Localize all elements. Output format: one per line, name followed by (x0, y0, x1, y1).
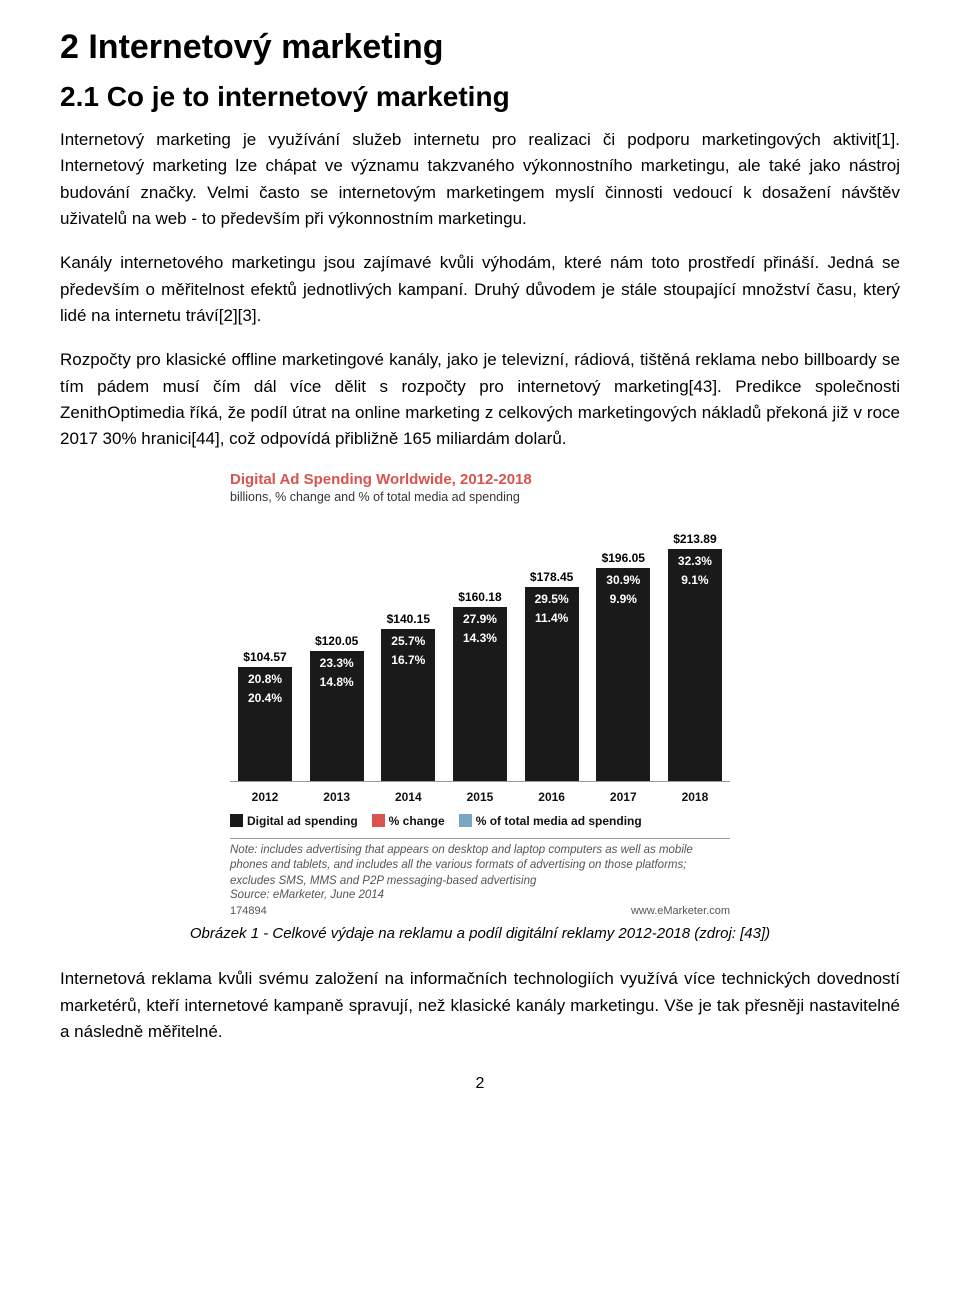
bar-pct-change: 32.3% (668, 549, 722, 568)
page-number: 2 (60, 1075, 900, 1093)
bar-value-label: $213.89 (673, 532, 716, 546)
figure-source: Source: eMarketer, June 2014 (230, 889, 730, 901)
bar-pct-share: 14.8% (310, 670, 364, 689)
legend-item-change: % change (372, 814, 445, 828)
bar-value-label: $160.18 (458, 590, 501, 604)
bar: 20.8%20.4% (238, 667, 292, 781)
chapter-heading: 2 Internetový marketing (60, 28, 900, 67)
document-page: 2 Internetový marketing 2.1 Co je to int… (0, 0, 960, 1123)
bar-pct-share: 11.4% (525, 606, 579, 625)
x-axis-label: 2016 (523, 790, 581, 804)
bar-pct-change: 20.8% (238, 667, 292, 686)
bar-pct-change: 27.9% (453, 607, 507, 626)
legend-swatch-change (372, 814, 385, 827)
bar-column: $104.57 20.8%20.4% (236, 650, 294, 781)
legend-swatch-share (459, 814, 472, 827)
legend-item-share: % of total media ad spending (459, 814, 642, 828)
figure-title: Digital Ad Spending Worldwide, 2012-2018 (230, 471, 730, 488)
figure-footer-id: 174894 (230, 905, 267, 917)
bar-column: $160.18 27.9%14.3% (451, 590, 509, 781)
paragraph-3: Rozpočty pro klasické offline marketingo… (60, 347, 900, 452)
paragraph-2: Kanály internetového marketingu jsou zaj… (60, 250, 900, 329)
bar-value-label: $178.45 (530, 570, 573, 584)
bar: 27.9%14.3% (453, 607, 507, 781)
figure-footer: 174894 www.eMarketer.com (230, 905, 730, 917)
bar-pct-share: 9.9% (596, 587, 650, 606)
section-heading: 2.1 Co je to internetový marketing (60, 81, 900, 113)
bar-value-label: $120.05 (315, 634, 358, 648)
x-axis-label: 2015 (451, 790, 509, 804)
chart-legend: Digital ad spending % change % of total … (230, 814, 730, 834)
bar-value-label: $104.57 (243, 650, 286, 664)
x-axis-label: 2012 (236, 790, 294, 804)
bar-chart: $104.57 20.8%20.4% $120.05 23.3%14.8% $140.1… (230, 512, 730, 782)
figure-footer-site: www.eMarketer.com (631, 905, 730, 917)
bar: 29.5%11.4% (525, 587, 579, 781)
bar: 25.7%16.7% (381, 629, 435, 781)
figure-note: Note: includes advertising that appears … (230, 843, 730, 890)
x-axis-label: 2017 (594, 790, 652, 804)
bar-column: $178.45 29.5%11.4% (523, 570, 581, 781)
bar-pct-change: 30.9% (596, 568, 650, 587)
bar-column: $213.89 32.3%9.1% (666, 532, 724, 781)
x-axis-label: 2014 (379, 790, 437, 804)
bar-pct-change: 25.7% (381, 629, 435, 648)
bar-column: $140.15 25.7%16.7% (379, 612, 437, 781)
bar-value-label: $196.05 (602, 551, 645, 565)
bar-pct-change: 23.3% (310, 651, 364, 670)
bar: 30.9%9.9% (596, 568, 650, 781)
bar-pct-share: 9.1% (668, 568, 722, 587)
legend-label-share: % of total media ad spending (476, 814, 642, 828)
figure-subtitle: billions, % change and % of total media … (230, 490, 730, 504)
bar-pct-share: 20.4% (238, 686, 292, 705)
bar-pct-share: 14.3% (453, 626, 507, 645)
figure: Digital Ad Spending Worldwide, 2012-2018… (230, 471, 730, 918)
legend-label-spending: Digital ad spending (247, 814, 358, 828)
bar-value-label: $140.15 (387, 612, 430, 626)
bar-column: $196.05 30.9%9.9% (594, 551, 652, 781)
x-axis: 2012 2013 2014 2015 2016 2017 2018 (230, 786, 730, 814)
paragraph-1: Internetový marketing je využívání služe… (60, 127, 900, 232)
bar-pct-share: 16.7% (381, 648, 435, 667)
legend-label-change: % change (389, 814, 445, 828)
paragraph-4: Internetová reklama kvůli svému založení… (60, 966, 900, 1045)
bar: 23.3%14.8% (310, 651, 364, 781)
figure-caption: Obrázek 1 - Celkové výdaje na reklamu a … (190, 925, 770, 942)
x-axis-label: 2013 (308, 790, 366, 804)
bars-row: $104.57 20.8%20.4% $120.05 23.3%14.8% $140.1… (230, 512, 730, 781)
bar: 32.3%9.1% (668, 549, 722, 781)
figure-container: Digital Ad Spending Worldwide, 2012-2018… (60, 471, 900, 961)
legend-item-spending: Digital ad spending (230, 814, 358, 828)
divider (230, 838, 730, 839)
legend-swatch-spending (230, 814, 243, 827)
bar-pct-change: 29.5% (525, 587, 579, 606)
x-axis-label: 2018 (666, 790, 724, 804)
bar-column: $120.05 23.3%14.8% (308, 634, 366, 781)
